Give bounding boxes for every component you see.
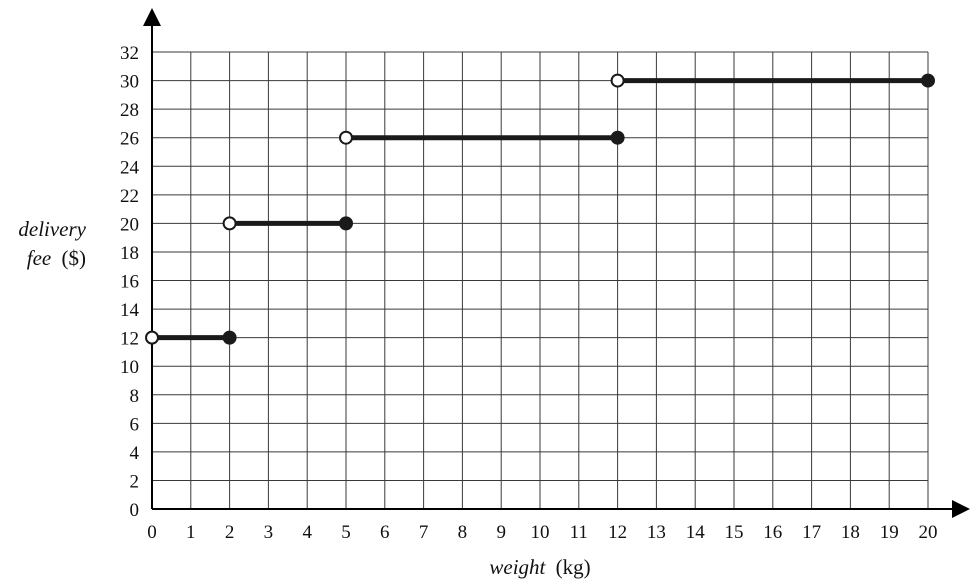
x-tick-label: 4 <box>302 522 312 543</box>
y-tick-label: 14 <box>120 300 140 321</box>
y-axis-title-name: fee <box>27 246 51 270</box>
x-tick-label: 15 <box>725 522 744 543</box>
x-tick-label: 5 <box>341 522 351 543</box>
x-tick-label: 14 <box>686 522 706 543</box>
x-tick-label: 16 <box>763 522 782 543</box>
x-tick-label: 17 <box>802 522 821 543</box>
y-tick-label: 12 <box>120 329 139 350</box>
y-axis-title-unit: ($) <box>62 246 87 270</box>
y-tick-label: 8 <box>130 386 140 407</box>
y-tick-label: 2 <box>130 471 140 492</box>
grid <box>151 51 929 510</box>
x-axis-title-name: weight <box>489 555 546 579</box>
y-tick-label: 24 <box>120 157 140 178</box>
y-axis-title-line2: fee ($) <box>27 246 86 270</box>
y-tick-label: 6 <box>130 414 140 435</box>
y-tick-label: 22 <box>120 186 139 207</box>
x-tick-label: 1 <box>186 522 196 543</box>
x-tick-label: 12 <box>608 522 627 543</box>
x-tick-label: 2 <box>225 522 235 543</box>
x-axis-title: weight (kg) <box>489 555 590 579</box>
x-tick-label: 9 <box>496 522 506 543</box>
y-tick-label: 30 <box>120 72 139 93</box>
x-tick-label: 0 <box>147 522 157 543</box>
x-tick-label: 3 <box>264 522 274 543</box>
y-tick-label: 0 <box>130 500 140 521</box>
open-endpoint <box>339 130 353 145</box>
x-axis-title-unit: (kg) <box>556 555 591 579</box>
x-tick-label: 19 <box>880 522 899 543</box>
y-tick-label: 28 <box>120 100 139 121</box>
closed-endpoint <box>339 216 353 231</box>
x-tick-label: 7 <box>419 522 429 543</box>
tick-labels: 0 1 2 3 4 5 6 7 8 9 10 11 12 13 14 15 16 17 18 19 2002468101… <box>120 43 938 543</box>
y-tick-label: 18 <box>120 243 139 264</box>
closed-endpoint <box>921 73 935 88</box>
x-tick-label: 18 <box>841 522 860 543</box>
y-tick-label: 20 <box>120 214 139 235</box>
y-tick-label: 26 <box>120 129 139 150</box>
x-tick-label: 20 <box>919 522 938 543</box>
closed-endpoint <box>222 330 237 345</box>
axes <box>143 8 970 518</box>
y-axis-arrow <box>143 8 161 26</box>
step-series <box>145 73 935 345</box>
x-tick-label: 10 <box>531 522 550 543</box>
open-endpoint <box>222 216 237 231</box>
open-endpoint <box>610 73 625 88</box>
open-endpoint <box>145 330 159 345</box>
x-tick-label: 13 <box>647 522 666 543</box>
x-tick-label: 11 <box>570 522 588 543</box>
closed-endpoint <box>610 130 625 145</box>
y-tick-label: 16 <box>120 272 139 293</box>
y-tick-label: 4 <box>130 443 140 464</box>
x-tick-label: 8 <box>458 522 468 543</box>
x-tick-label: 6 <box>380 522 390 543</box>
y-tick-label: 10 <box>120 357 139 378</box>
x-axis-arrow <box>952 500 970 518</box>
y-tick-label: 32 <box>120 43 139 64</box>
y-axis-title-line1: delivery <box>18 217 86 241</box>
